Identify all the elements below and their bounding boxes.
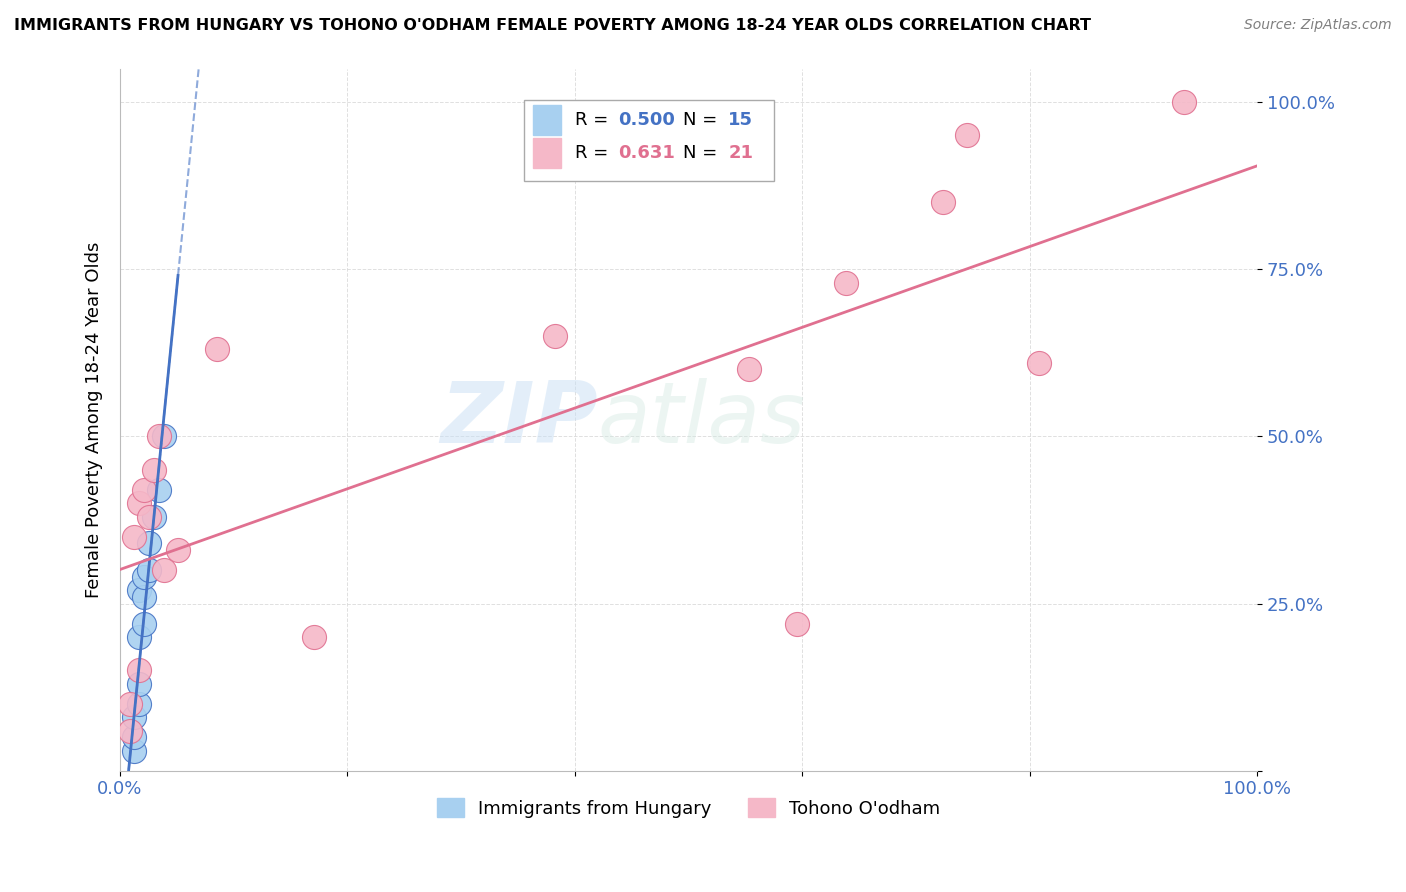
Point <box>544 329 567 343</box>
Point <box>205 343 228 357</box>
Point <box>128 697 150 711</box>
Point <box>124 731 146 745</box>
Point <box>134 590 156 604</box>
Text: IMMIGRANTS FROM HUNGARY VS TOHONO O'ODHAM FEMALE POVERTY AMONG 18-24 YEAR OLDS C: IMMIGRANTS FROM HUNGARY VS TOHONO O'ODHA… <box>14 18 1091 33</box>
Point <box>1028 356 1050 370</box>
Point <box>835 276 858 290</box>
Text: N =: N = <box>683 144 723 161</box>
Point <box>167 543 190 558</box>
Point <box>786 616 808 631</box>
Point <box>124 530 146 544</box>
Point <box>931 195 953 210</box>
Text: R =: R = <box>575 144 614 161</box>
Point <box>124 744 146 758</box>
Point <box>142 463 165 477</box>
Text: 15: 15 <box>728 111 754 128</box>
Legend: Immigrants from Hungary, Tohono O'odham: Immigrants from Hungary, Tohono O'odham <box>429 791 948 825</box>
Point <box>128 630 150 644</box>
Point <box>128 664 150 678</box>
Point <box>956 128 979 143</box>
Y-axis label: Female Poverty Among 18-24 Year Olds: Female Poverty Among 18-24 Year Olds <box>86 242 103 598</box>
Point <box>128 496 150 510</box>
Text: 0.500: 0.500 <box>619 111 675 128</box>
Point <box>152 429 174 443</box>
Point <box>118 723 141 738</box>
Point <box>142 509 165 524</box>
Point <box>138 509 160 524</box>
Text: ZIP: ZIP <box>440 378 598 461</box>
Point <box>128 677 150 691</box>
Text: 21: 21 <box>728 144 754 161</box>
Point <box>148 429 170 443</box>
Point <box>302 630 325 644</box>
Point <box>124 710 146 724</box>
Text: 0.631: 0.631 <box>619 144 675 161</box>
Point <box>152 563 174 577</box>
FancyBboxPatch shape <box>523 100 773 181</box>
Point <box>148 483 170 497</box>
Point <box>134 570 156 584</box>
Point <box>138 563 160 577</box>
Point <box>138 536 160 550</box>
Text: N =: N = <box>683 111 723 128</box>
Bar <box>533 138 561 168</box>
Point <box>128 583 150 598</box>
Text: R =: R = <box>575 111 614 128</box>
Point <box>134 483 156 497</box>
Point <box>738 362 761 376</box>
Text: Source: ZipAtlas.com: Source: ZipAtlas.com <box>1244 18 1392 32</box>
Point <box>134 616 156 631</box>
Point <box>118 697 141 711</box>
Point <box>1173 95 1195 109</box>
Text: atlas: atlas <box>598 378 806 461</box>
Bar <box>533 105 561 135</box>
